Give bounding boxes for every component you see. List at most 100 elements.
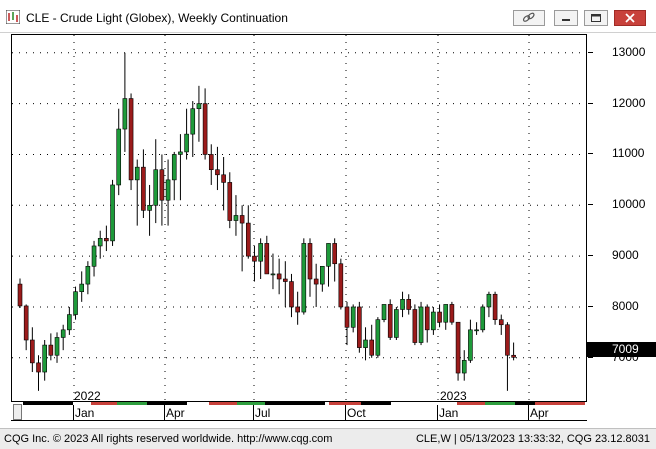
price-tick-mark bbox=[588, 356, 593, 358]
link-button[interactable] bbox=[513, 10, 545, 26]
candle-body-up bbox=[79, 283, 84, 293]
candle-body-down bbox=[17, 283, 23, 307]
minimize-icon bbox=[562, 19, 570, 21]
candle-body-down bbox=[498, 319, 504, 326]
candle-body-up bbox=[196, 103, 202, 110]
candle bbox=[122, 52, 128, 152]
candle bbox=[344, 301, 350, 346]
link-icon bbox=[522, 12, 535, 22]
minimize-button[interactable] bbox=[554, 10, 578, 26]
candle-body-up bbox=[85, 265, 91, 285]
candle-body-up bbox=[233, 215, 239, 221]
candle bbox=[480, 304, 486, 333]
candle-body-up bbox=[375, 319, 381, 356]
price-tick-mark bbox=[588, 305, 593, 307]
candle-body-down bbox=[344, 306, 350, 328]
candle bbox=[505, 322, 510, 391]
candle-body-up bbox=[301, 243, 307, 313]
candle-body-down bbox=[511, 354, 516, 358]
candle bbox=[116, 108, 122, 196]
candle bbox=[283, 261, 288, 307]
candle-body-up bbox=[258, 243, 263, 262]
price-tick-label: 10000 bbox=[612, 197, 646, 212]
candle bbox=[313, 263, 319, 307]
candle-body-down bbox=[449, 304, 455, 323]
candle-body-down bbox=[412, 309, 418, 343]
price-tick-mark bbox=[588, 102, 593, 104]
candle-body-down bbox=[252, 255, 257, 262]
candle-body-up bbox=[486, 293, 492, 308]
chart-status-text: CLE,W | 05/13/2023 13:33:32, CQG 23.12.8… bbox=[415, 433, 650, 445]
candle bbox=[48, 333, 54, 361]
candle bbox=[23, 304, 29, 351]
time-scroll-handle[interactable] bbox=[13, 404, 22, 420]
window-title: CLE - Crude Light (Globex), Weekly Conti… bbox=[26, 11, 288, 25]
candle-body-down bbox=[357, 306, 362, 348]
candle bbox=[301, 238, 307, 315]
candle-body-up bbox=[91, 245, 97, 267]
candle bbox=[171, 151, 177, 201]
candle bbox=[307, 238, 313, 297]
candle-body-up bbox=[110, 184, 115, 242]
candle-body-down bbox=[406, 299, 412, 310]
window-titlebar: CLE - Crude Light (Globex), Weekly Conti… bbox=[0, 0, 656, 33]
candle bbox=[159, 154, 165, 226]
candle bbox=[437, 304, 442, 328]
month-label-jan-2023: Jan bbox=[439, 406, 459, 420]
candle bbox=[196, 85, 202, 142]
close-button[interactable] bbox=[614, 10, 646, 26]
candle-body-down bbox=[208, 154, 214, 171]
price-tick-label: 11000 bbox=[612, 146, 645, 161]
candle-body-down bbox=[227, 182, 233, 221]
price-tick-mark bbox=[588, 255, 593, 257]
candle-body-down bbox=[36, 362, 41, 373]
candle bbox=[270, 253, 276, 290]
candle bbox=[153, 139, 159, 224]
candle bbox=[387, 299, 393, 340]
status-bar: CQG Inc. © 2023 All rights reserved worl… bbox=[0, 428, 656, 449]
candle bbox=[221, 157, 226, 211]
candle bbox=[67, 306, 72, 335]
candle-body-down bbox=[245, 222, 251, 257]
price-tick-mark bbox=[588, 51, 593, 53]
candle-body-down bbox=[369, 339, 374, 356]
maximize-button[interactable] bbox=[584, 10, 608, 26]
year-label-2022: 2022 bbox=[74, 389, 101, 403]
candle-body-down bbox=[313, 278, 319, 285]
candle bbox=[431, 306, 436, 335]
candle bbox=[375, 317, 381, 358]
candle-body-up bbox=[134, 166, 140, 181]
candle-body-up bbox=[42, 344, 47, 373]
candle bbox=[202, 88, 208, 160]
candle bbox=[289, 273, 294, 318]
candle-body-down bbox=[283, 278, 288, 282]
candle bbox=[245, 205, 251, 259]
candle bbox=[190, 101, 196, 157]
candle-body-down bbox=[289, 281, 294, 308]
candle-body-down bbox=[424, 306, 430, 331]
candle bbox=[264, 235, 270, 275]
candle bbox=[239, 205, 245, 272]
candle-body-up bbox=[153, 169, 159, 206]
candle-body-down bbox=[332, 243, 337, 265]
candle-body-up bbox=[147, 204, 152, 211]
candle bbox=[474, 322, 479, 335]
price-tick-label: 8000 bbox=[612, 298, 639, 313]
candle-body-up bbox=[122, 98, 128, 130]
candle-body-up bbox=[67, 314, 72, 331]
candle bbox=[418, 301, 424, 346]
candle bbox=[406, 294, 412, 315]
month-label-apr-2022: Apr bbox=[166, 406, 185, 420]
candle bbox=[233, 195, 239, 236]
candle-body-up bbox=[443, 304, 449, 323]
candle bbox=[134, 159, 140, 226]
chart-plot-area[interactable] bbox=[11, 34, 587, 402]
time-axis[interactable]: Jan Apr Jul Oct Jan Apr bbox=[11, 402, 587, 421]
candle bbox=[141, 149, 146, 218]
price-tick-label: 9000 bbox=[612, 248, 639, 263]
candle-body-up bbox=[165, 179, 171, 201]
month-label-jan-2022: Jan bbox=[75, 406, 95, 420]
candle-body-up bbox=[54, 337, 60, 356]
candle-body-down bbox=[455, 321, 461, 374]
candle bbox=[60, 324, 66, 351]
